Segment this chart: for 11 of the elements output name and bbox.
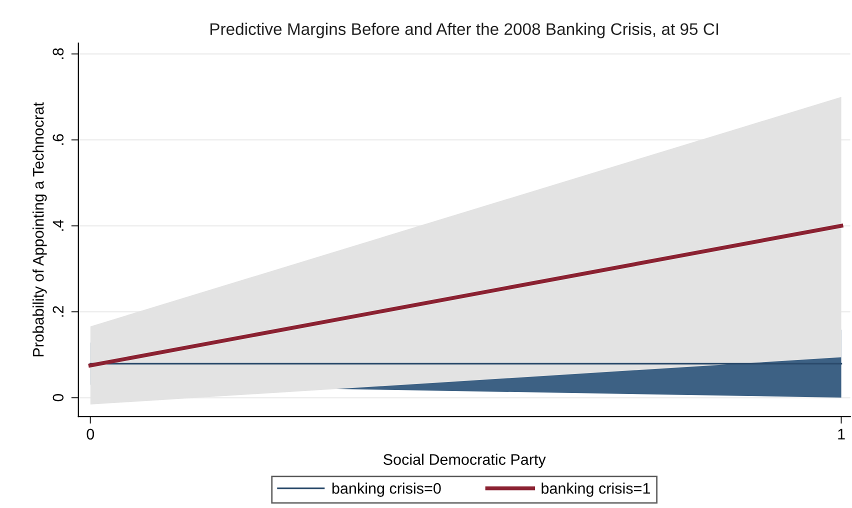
legend-label: banking crisis=0	[332, 482, 441, 497]
y-tick-label: .2	[52, 306, 64, 317]
legend-label: banking crisis=1	[542, 482, 650, 497]
x-axis-title: Social Democratic Party	[384, 454, 546, 468]
y-tick-label: .8	[52, 48, 64, 59]
y-axis-title: Probability of Appointing a Technocrat	[32, 102, 47, 356]
y-tick-label: 0	[52, 394, 64, 402]
y-tick-label: .6	[52, 134, 64, 145]
chart-title: Predictive Margins Before and After the 2008 Banking Crisis, at 95 CI	[210, 22, 718, 38]
x-tick-label: 1	[838, 428, 845, 440]
y-tick-label: .4	[52, 220, 64, 231]
